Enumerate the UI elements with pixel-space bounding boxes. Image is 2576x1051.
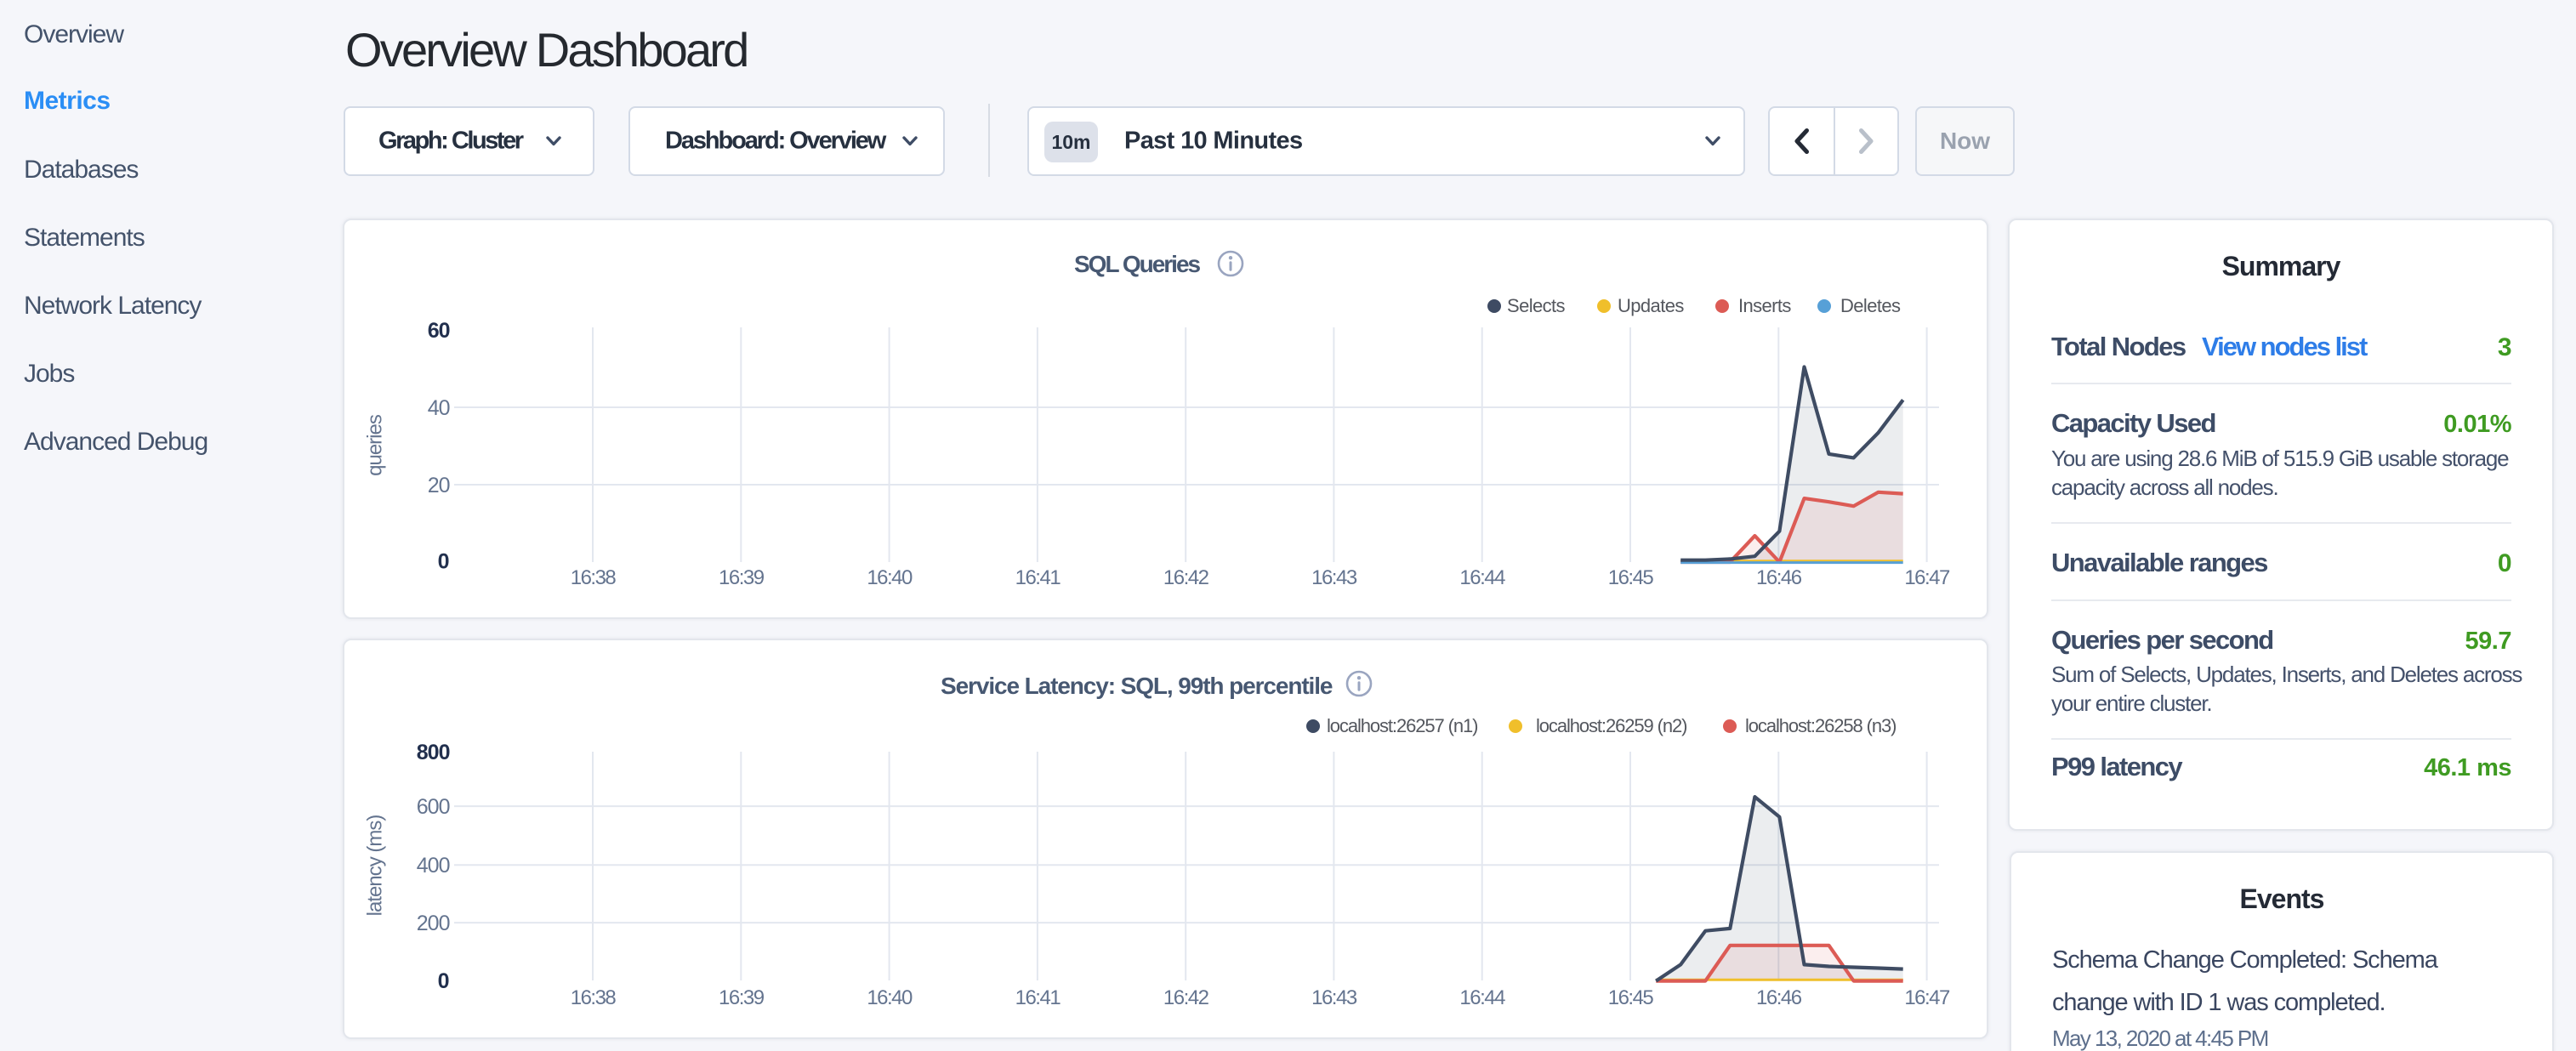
svg-text:0: 0 bbox=[438, 550, 450, 574]
svg-text:16:41: 16:41 bbox=[1015, 986, 1061, 1009]
svg-text:queries: queries bbox=[364, 414, 387, 476]
svg-text:16:40: 16:40 bbox=[867, 986, 913, 1009]
svg-text:16:46: 16:46 bbox=[1756, 566, 1802, 589]
svg-text:0: 0 bbox=[438, 969, 450, 993]
svg-text:20: 20 bbox=[428, 474, 450, 497]
svg-text:16:47: 16:47 bbox=[1904, 566, 1950, 589]
svg-text:16:42: 16:42 bbox=[1163, 566, 1209, 589]
svg-text:16:47: 16:47 bbox=[1904, 986, 1950, 1009]
svg-text:200: 200 bbox=[417, 912, 450, 935]
svg-text:16:46: 16:46 bbox=[1756, 986, 1802, 1009]
svg-text:16:44: 16:44 bbox=[1459, 566, 1505, 589]
svg-text:16:45: 16:45 bbox=[1608, 986, 1654, 1009]
svg-text:16:42: 16:42 bbox=[1163, 986, 1209, 1009]
svg-text:latency (ms): latency (ms) bbox=[364, 815, 387, 917]
svg-text:16:38: 16:38 bbox=[571, 566, 617, 589]
svg-text:16:45: 16:45 bbox=[1608, 566, 1654, 589]
svg-text:600: 600 bbox=[417, 795, 450, 819]
svg-text:16:44: 16:44 bbox=[1459, 986, 1505, 1009]
svg-text:16:39: 16:39 bbox=[719, 566, 765, 589]
svg-text:16:38: 16:38 bbox=[571, 986, 617, 1009]
svg-text:800: 800 bbox=[417, 741, 450, 764]
svg-text:16:40: 16:40 bbox=[867, 566, 913, 589]
svg-text:60: 60 bbox=[428, 319, 450, 343]
svg-text:16:39: 16:39 bbox=[719, 986, 765, 1009]
svg-text:400: 400 bbox=[417, 854, 450, 878]
svg-text:16:43: 16:43 bbox=[1311, 566, 1357, 589]
svg-text:16:41: 16:41 bbox=[1015, 566, 1061, 589]
svg-text:40: 40 bbox=[428, 396, 450, 420]
svg-text:16:43: 16:43 bbox=[1311, 986, 1357, 1009]
